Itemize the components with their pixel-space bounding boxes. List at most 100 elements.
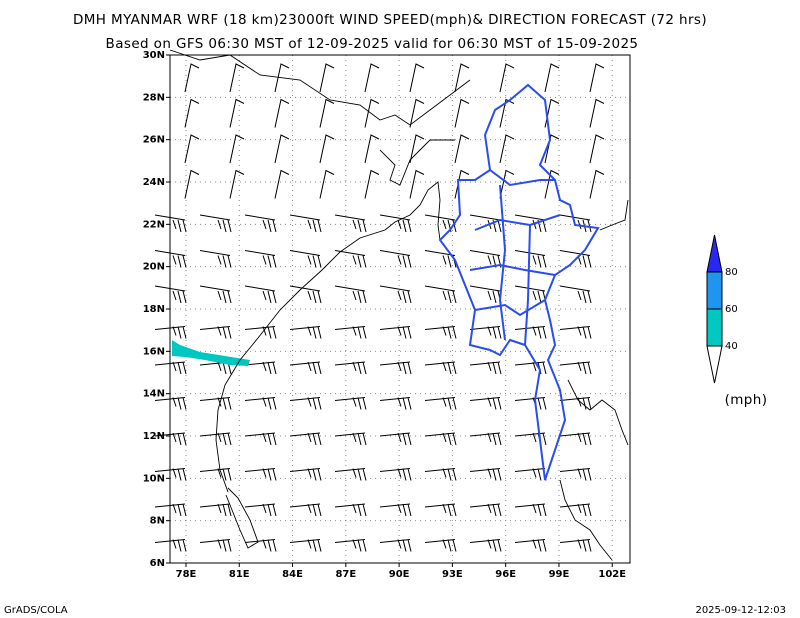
wind-barb <box>514 326 547 339</box>
wind-barb <box>244 503 277 517</box>
wind-barb <box>454 134 470 164</box>
wind-barb <box>319 169 335 199</box>
lon-tick-label: 93E <box>442 569 463 580</box>
wind-barb <box>409 98 425 128</box>
wind-barb <box>514 285 547 304</box>
wind-barb <box>289 214 322 233</box>
lat-tick-label: 10N <box>143 473 165 484</box>
wind-barb <box>334 432 367 446</box>
wind-barb <box>274 63 290 93</box>
wind-barb <box>469 214 502 233</box>
wind-barb <box>229 134 245 164</box>
wind-barb <box>424 361 457 375</box>
lat-tick-label: 8N <box>150 516 165 527</box>
wind-barb <box>514 361 547 375</box>
legend-high <box>706 234 723 273</box>
wind-barb <box>229 63 245 93</box>
wind-barb <box>499 134 515 164</box>
wind-barb <box>244 214 277 233</box>
wind-barb <box>544 169 560 199</box>
wind-barb <box>469 468 502 481</box>
wind-barb <box>424 468 457 481</box>
wind-barb <box>499 63 515 93</box>
wind-barb <box>244 539 277 552</box>
lon-tick-label: 90E <box>389 569 410 580</box>
wind-barb <box>364 134 380 164</box>
wind-barb <box>244 250 277 268</box>
lat-tick-label: 24N <box>143 177 165 188</box>
wind-barb <box>289 468 322 481</box>
wind-barb <box>559 503 592 517</box>
wind-barb <box>589 63 605 93</box>
wind-barb <box>289 326 322 339</box>
wind-barb <box>334 468 367 481</box>
lon-tick-label: 84E <box>282 569 303 580</box>
title: DMH MYANMAR WRF (18 km)23000ft WIND SPEE… <box>73 12 707 28</box>
wind-barb <box>334 214 367 233</box>
wind-barb <box>199 361 232 375</box>
wind-barb <box>454 63 470 93</box>
wind-barb <box>364 63 380 93</box>
wind-barb <box>424 214 457 233</box>
lon-tick-label: 87E <box>335 569 356 580</box>
legend-label: 80 <box>725 267 738 278</box>
legend-swatch <box>706 308 723 347</box>
footer-left: GrADS/COLA <box>4 605 68 616</box>
lon-tick-label: 99E <box>549 569 570 580</box>
wind-barb <box>424 539 457 552</box>
wind-barb <box>379 214 412 233</box>
wind-barb <box>424 250 457 268</box>
wind-barb <box>409 134 425 164</box>
wind-barb <box>559 361 592 375</box>
wind-barb <box>379 250 412 268</box>
wind-barb <box>319 134 335 164</box>
wind-barb <box>319 63 335 93</box>
wind-barb <box>379 397 412 410</box>
wind-barb <box>334 326 367 339</box>
wind-barb <box>274 134 290 164</box>
wind-barb <box>469 361 502 375</box>
wind-barb <box>289 539 322 552</box>
wind-barb <box>454 169 470 199</box>
wind-barb <box>229 98 245 128</box>
wind-barb <box>229 169 245 199</box>
lat-tick-label: 30N <box>143 50 165 61</box>
wind-barb <box>199 503 232 517</box>
wind-barb <box>334 539 367 552</box>
wind-barb <box>514 539 547 552</box>
legend-low <box>706 345 723 384</box>
wind-barb <box>289 250 322 268</box>
legend-unit: (mph) <box>725 392 768 408</box>
wind-barb <box>424 285 457 304</box>
wind-barb <box>454 98 470 128</box>
wind-barb <box>469 432 502 446</box>
wind-barb <box>589 169 605 199</box>
legend-swatch <box>706 271 723 310</box>
wind-barb <box>364 169 380 199</box>
wind-barb <box>289 432 322 446</box>
lat-tick-label: 22N <box>143 219 165 230</box>
wind-barb <box>424 397 457 410</box>
lon-tick-label: 102E <box>598 569 626 580</box>
wind-barb <box>184 134 200 164</box>
wind-barb <box>244 326 277 339</box>
wind-barb <box>184 169 200 199</box>
wind-barb <box>379 361 412 375</box>
lon-tick-label: 78E <box>176 569 197 580</box>
wind-barb <box>199 539 232 552</box>
wind-barb <box>469 397 502 410</box>
wind-barb <box>559 250 592 268</box>
wind-barb <box>589 98 605 128</box>
wind-barb <box>379 326 412 339</box>
wind-barb <box>289 397 322 410</box>
wind-barb <box>289 361 322 375</box>
wind-barb <box>409 63 425 93</box>
wind-barb <box>514 397 547 410</box>
wind-barb <box>199 432 232 446</box>
wind-barb <box>334 397 367 410</box>
wind-barb <box>559 432 592 446</box>
wind-barb <box>424 432 457 446</box>
legend: 40 60 80 <box>706 234 738 384</box>
wind-barb <box>499 169 515 199</box>
